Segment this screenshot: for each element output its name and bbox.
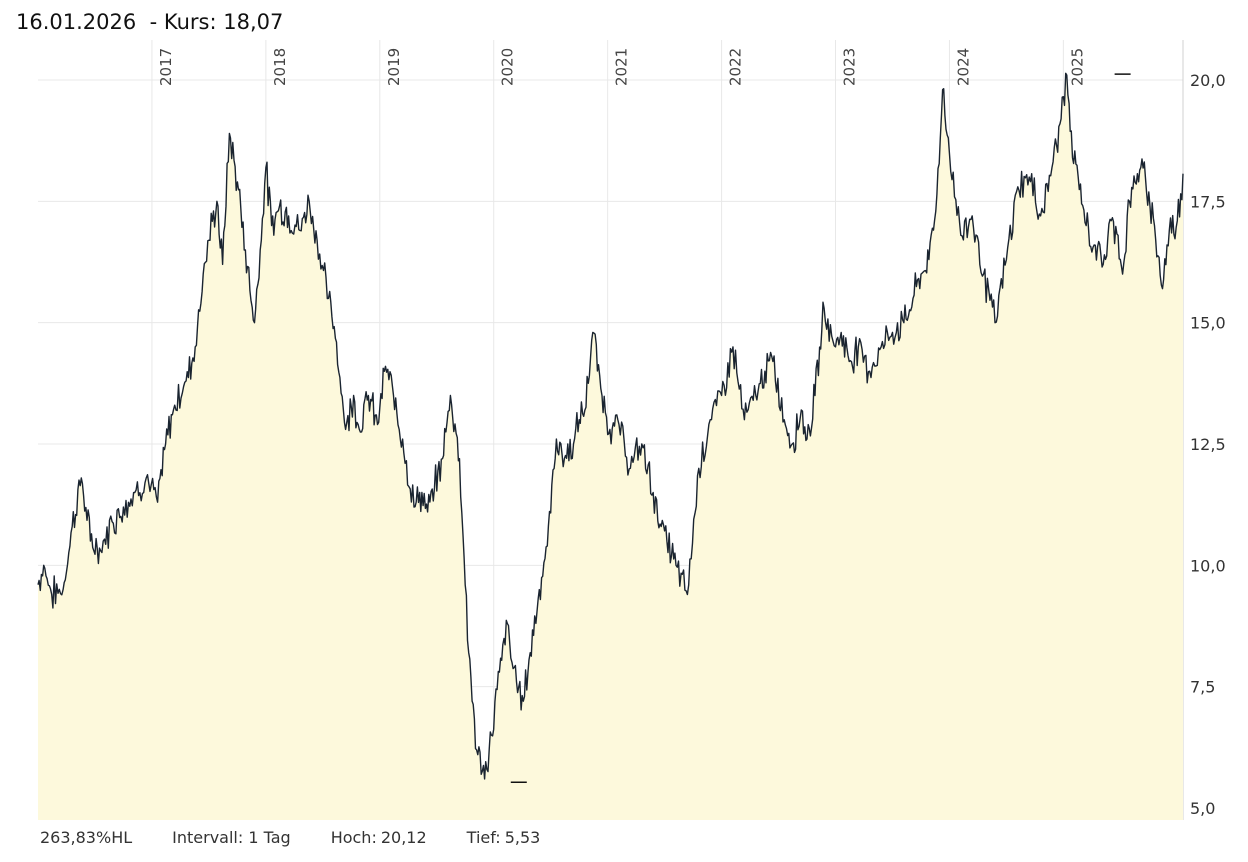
quote-date: 16.01.2026 [16, 10, 137, 34]
x-tick-label: 2022 [727, 48, 745, 86]
y-tick-label: 20,0 [1190, 71, 1226, 90]
price-area-fill [38, 73, 1183, 821]
x-tick-label: 2017 [157, 48, 175, 86]
price-line [37, 72, 1184, 780]
low-label: Tief: [466, 828, 501, 847]
y-tick-label: 10,0 [1190, 556, 1226, 575]
x-tick-label: 2018 [271, 48, 289, 86]
x-tick-label: 2023 [841, 48, 859, 86]
y-tick-label: 7,5 [1190, 678, 1215, 697]
chart-footer: 263,83%HL Intervall: 1 Tag Hoch: 20,12 Tief:… [40, 828, 580, 847]
y-tick-label: 15,0 [1190, 314, 1226, 333]
low-value: 5,53 [504, 828, 541, 847]
high-value: 20,12 [380, 828, 427, 847]
chart-header: 16.01.2026 - Kurs: 18,07 [16, 10, 283, 34]
x-tick-label: 2020 [499, 48, 517, 86]
high-label: Hoch: [330, 828, 377, 847]
x-tick-label: 2025 [1068, 48, 1086, 86]
y-tick-label: 12,5 [1190, 435, 1226, 454]
x-tick-label: 2024 [954, 48, 972, 86]
y-tick-label: 17,5 [1190, 192, 1226, 211]
performance-hl: 263,83%HL [40, 828, 133, 847]
interval-label: Intervall: 1 Tag [172, 828, 291, 847]
kurs-value: 18,07 [223, 10, 284, 34]
kurs-label: - Kurs: [149, 10, 217, 34]
x-tick-label: 2019 [385, 48, 403, 86]
y-tick-label: 5,0 [1190, 799, 1215, 818]
x-tick-label: 2021 [613, 48, 631, 86]
